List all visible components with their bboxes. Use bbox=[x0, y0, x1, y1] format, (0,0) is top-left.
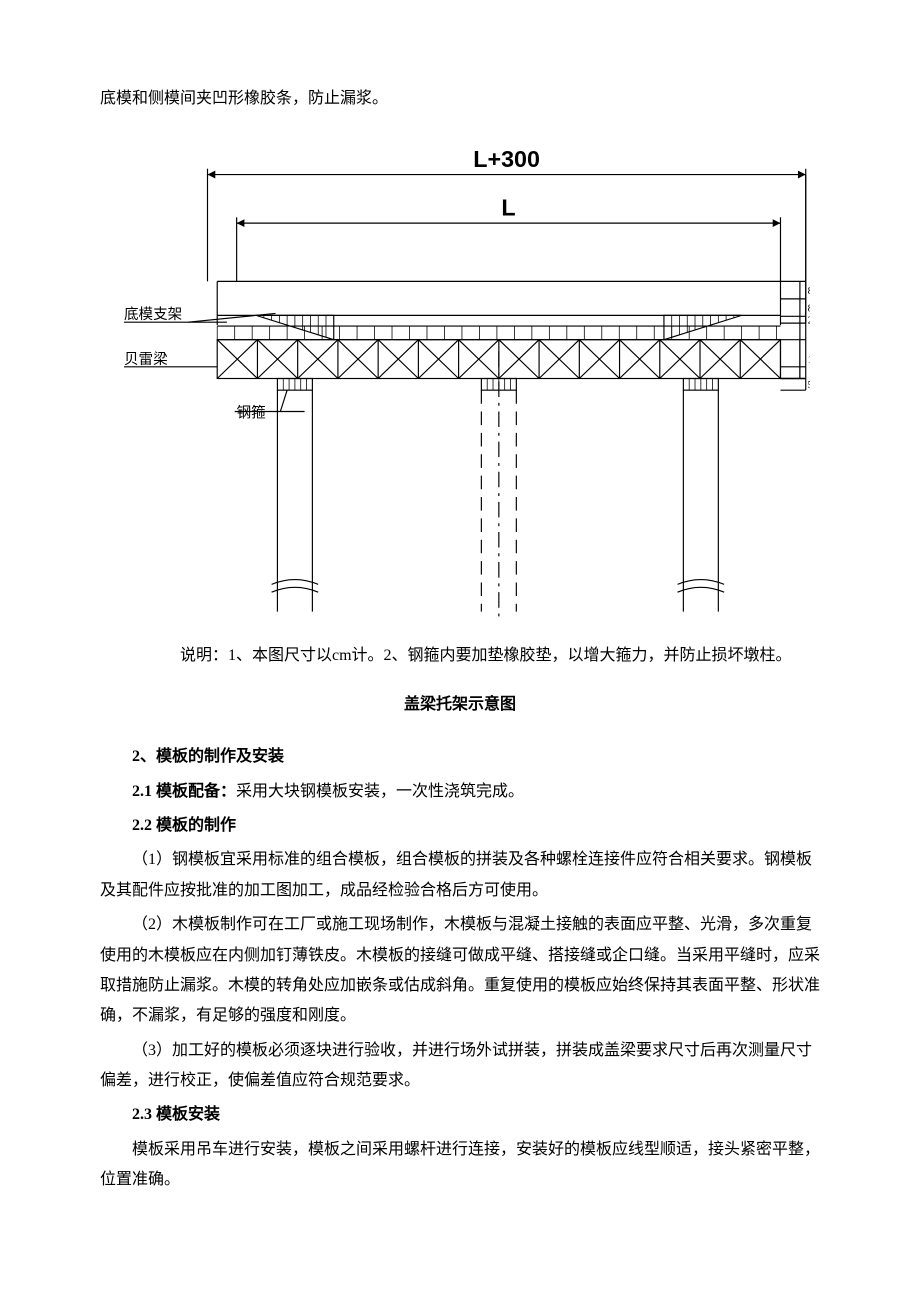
para-2-3-1: 模板采用吊车进行安装，模板之间采用螺杆进行连接，安装好的模板应线型顺适，接头紧密… bbox=[100, 1135, 820, 1196]
svg-text:50: 50 bbox=[808, 380, 810, 392]
section-2-3-heading: 2.3 模板安装 bbox=[100, 1100, 820, 1130]
svg-text:L: L bbox=[501, 195, 515, 221]
svg-text:L+300: L+300 bbox=[473, 146, 540, 172]
para-2-2-2: （2）木模板制作可在工厂或施工现场制作，木模板与混凝土接触的表面应平整、光滑，多… bbox=[100, 910, 820, 1032]
para-2-2-1: （1）钢模板宜采用标准的组合模板，组合模板的拼装及各种螺栓连接件应符合相关要求。… bbox=[100, 845, 820, 906]
svg-text:20: 20 bbox=[808, 315, 810, 327]
section-2-heading: 2、模板的制作及安装 bbox=[100, 742, 820, 772]
cap-beam-bracket-diagram: L+300L底模支架贝雷梁钢箍80802015050 bbox=[110, 126, 810, 631]
diagram-caption: 说明：1、本图尺寸以cm计。2、钢箍内要加垫橡胶垫，以增大箍力，并防止损坏墩柱。 bbox=[100, 641, 820, 671]
svg-text:钢箍: 钢箍 bbox=[237, 405, 267, 422]
intro-text: 底模和侧模间夹凹形橡胶条，防止漏浆。 bbox=[100, 84, 820, 114]
section-2-2-heading: 2.2 模板的制作 bbox=[100, 811, 820, 841]
section-2-1-body: 采用大块钢模板安装，一次性浇筑完成。 bbox=[236, 783, 524, 800]
svg-text:贝雷梁: 贝雷梁 bbox=[124, 351, 168, 368]
svg-text:底模支架: 底模支架 bbox=[124, 307, 182, 324]
svg-text:80: 80 bbox=[808, 303, 810, 315]
para-2-2-3: （3）加工好的模板必须逐块进行验收，并进行场外试拼装，拼装成盖梁要求尺寸后再次测… bbox=[100, 1036, 820, 1097]
figure-title: 盖梁托架示意图 bbox=[100, 690, 820, 720]
svg-text:150: 150 bbox=[808, 354, 810, 366]
section-2-1: 2.1 模板配备：采用大块钢模板安装，一次性浇筑完成。 bbox=[100, 777, 820, 807]
section-2-1-head: 2.1 模板配备： bbox=[132, 783, 236, 800]
svg-text:80: 80 bbox=[808, 285, 810, 297]
